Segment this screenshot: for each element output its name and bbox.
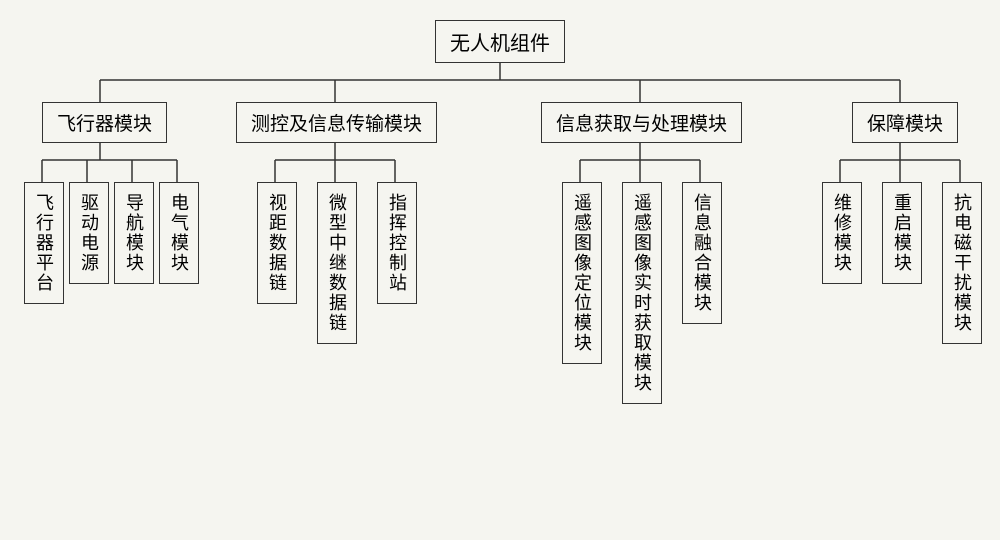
l3-label: 遥感图像定位模块	[563, 183, 601, 363]
l3-electrical: 电气模块	[159, 182, 199, 284]
l3-command-station: 指挥控制站	[377, 182, 417, 304]
l2-aircraft-module: 飞行器模块	[42, 102, 167, 143]
l3-relay-datalink: 微型中继数据链	[317, 182, 357, 344]
l3-label: 视距数据链	[258, 183, 296, 303]
l3-label: 遥感图像实时获取模块	[623, 183, 661, 403]
l3-label: 微型中继数据链	[318, 183, 356, 343]
l2-info-module: 信息获取与处理模块	[541, 102, 742, 143]
l3-label: 驱动电源	[70, 183, 108, 283]
l3-label: 维修模块	[823, 183, 861, 283]
l3-label: 指挥控制站	[378, 183, 416, 303]
l3-label: 导航模块	[115, 183, 153, 283]
l2-label: 保障模块	[853, 103, 957, 142]
l3-drive-power: 驱动电源	[69, 182, 109, 284]
l2-telemetry-module: 测控及信息传输模块	[236, 102, 437, 143]
l3-label: 飞行器平台	[25, 183, 63, 303]
l3-anti-emi: 抗电磁干扰模块	[942, 182, 982, 344]
l3-info-fusion: 信息融合模块	[682, 182, 722, 324]
l3-label: 电气模块	[160, 183, 198, 283]
l2-label: 测控及信息传输模块	[237, 103, 436, 142]
l3-aircraft-platform: 飞行器平台	[24, 182, 64, 304]
l3-label: 信息融合模块	[683, 183, 721, 323]
l3-navigation: 导航模块	[114, 182, 154, 284]
l2-label: 飞行器模块	[43, 103, 166, 142]
root-label: 无人机组件	[436, 21, 564, 62]
l3-label: 重启模块	[883, 183, 921, 283]
root-node: 无人机组件	[435, 20, 565, 63]
l3-image-acquisition: 遥感图像实时获取模块	[622, 182, 662, 404]
l3-maintenance: 维修模块	[822, 182, 862, 284]
l3-label: 抗电磁干扰模块	[943, 183, 981, 343]
l2-support-module: 保障模块	[852, 102, 958, 143]
l3-restart: 重启模块	[882, 182, 922, 284]
l3-image-positioning: 遥感图像定位模块	[562, 182, 602, 364]
l2-label: 信息获取与处理模块	[542, 103, 741, 142]
l3-los-datalink: 视距数据链	[257, 182, 297, 304]
